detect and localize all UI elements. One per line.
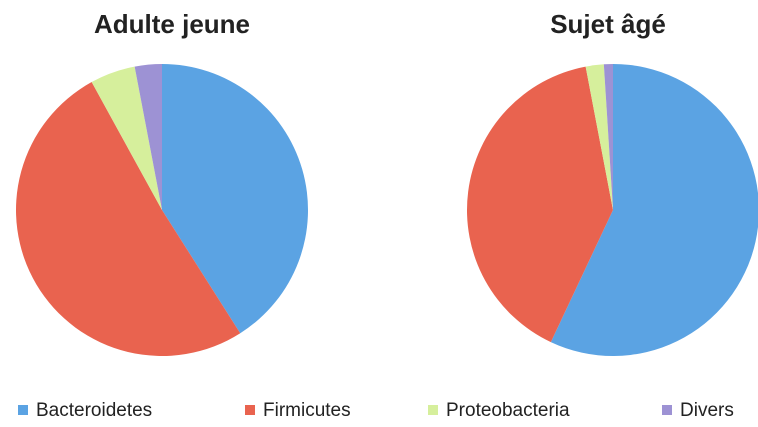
legend-swatch: [428, 405, 438, 415]
pie-slice: [585, 64, 613, 210]
pie-slice: [467, 66, 613, 343]
chart-title: Adulte jeune: [94, 9, 250, 39]
pie-slice: [550, 64, 758, 356]
pie-slice: [603, 64, 613, 210]
pie-slice: [162, 64, 308, 334]
legend-label: Bacteroidetes: [36, 400, 152, 421]
legend-label: Firmicutes: [263, 400, 351, 421]
legend-swatch: [245, 405, 255, 415]
chart-title: Sujet âgé: [550, 9, 666, 39]
legend-swatch: [662, 405, 672, 415]
pie-slice: [134, 64, 162, 210]
legend-label: Divers: [680, 400, 734, 421]
legend-swatch: [18, 405, 28, 415]
pie-slice: [91, 66, 162, 210]
legend-label: Proteobacteria: [446, 400, 570, 421]
pie-slice: [16, 82, 241, 356]
